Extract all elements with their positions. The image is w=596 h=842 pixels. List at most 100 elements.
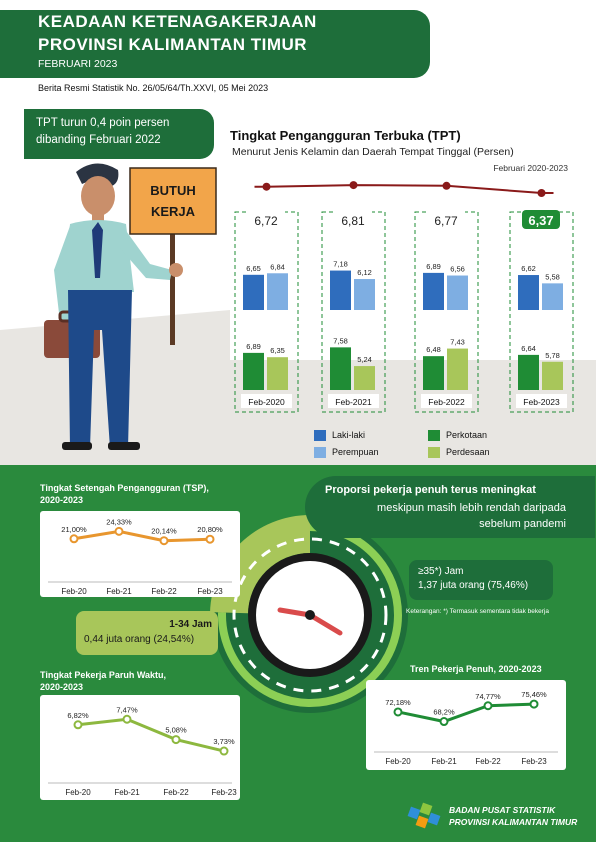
person-right-arm [120, 228, 172, 280]
proportion-banner [305, 476, 595, 538]
bar-value-label: 5,58 [545, 272, 560, 281]
tpt-change-line2: dibanding Februari 2022 [36, 134, 161, 146]
bar-value-label: 6,65 [246, 264, 261, 273]
bar-value-label: 7,43 [450, 338, 465, 347]
bar-value-label: 6,35 [270, 346, 285, 355]
legend-label-female: Perempuan [332, 447, 379, 457]
legend-label-male: Laki-laki [332, 430, 366, 440]
bar-value-label: 6,48 [426, 345, 441, 354]
header-title-line2: PROVINSI KALIMANTAN TIMUR [38, 35, 308, 54]
sign-text-line1: BUTUH [150, 183, 196, 198]
legend-label-rural: Perdesaan [446, 447, 490, 457]
total-trend-point [537, 189, 546, 197]
data-point [439, 717, 449, 727]
category-label: Feb-2022 [428, 397, 465, 407]
legend-swatch-rural [428, 447, 440, 458]
tpt-chart-period: Februari 2020-2023 [493, 163, 568, 173]
bar-value-label: 6,89 [246, 342, 261, 351]
tpt-chart-subtitle: Menurut Jenis Kelamin dan Daerah Tempat … [232, 146, 514, 158]
data-label: 75,46% [521, 690, 547, 699]
x-tick-label: Feb-22 [163, 788, 189, 797]
data-point [122, 714, 132, 724]
bps-logo-blue-block [407, 806, 421, 820]
full-time-chart-title: Tren Pekerja Penuh, 2020-2023 [410, 664, 542, 674]
data-point [529, 699, 539, 709]
bar-value-label: 5,78 [545, 351, 560, 360]
sign-board [129, 167, 217, 235]
header-period: FEBRUARI 2023 [38, 58, 118, 70]
bar-value-label: 6,89 [426, 262, 441, 271]
data-point [219, 746, 229, 756]
data-point [393, 707, 403, 717]
legend-swatch-female [314, 447, 326, 458]
header-banner [0, 10, 430, 78]
x-tick-label: Feb-23 [521, 757, 547, 766]
data-label: 20,14% [151, 527, 177, 536]
total-trend-point [349, 181, 358, 190]
category-label: Feb-2021 [335, 397, 372, 407]
job-seeker-illustration: BUTUH KERJA [0, 163, 230, 460]
footer-org-line1: BADAN PUSAT STATISTIK [449, 805, 556, 815]
part-time-box [76, 611, 218, 655]
tpt-change-banner [24, 109, 214, 159]
legend-swatch-urban [428, 430, 440, 441]
total-trend-point [262, 182, 271, 191]
total-trend-point [442, 181, 451, 190]
clock-hour-hand [277, 607, 313, 618]
part-time-title-line2: 2020-2023 [40, 682, 84, 692]
x-tick-label: Feb-22 [151, 587, 177, 596]
total-label-bg [247, 210, 285, 229]
footnote: Keterangan: *) Termasuk sementara tidak … [406, 608, 549, 615]
total-label: 6,77 [434, 214, 458, 228]
person-right-hand [169, 263, 183, 277]
category-label-bg [241, 394, 292, 408]
tsp-chart-title: Tingkat Setengah Pengangguran (TSP), 202… [40, 482, 209, 506]
part-time-line-chart: 6,82% Feb-20 7,47% Feb-21 5,08% Feb-22 3,73% Fe… [48, 705, 237, 797]
full-time-arc [218, 523, 402, 707]
data-label: 72,18% [385, 698, 411, 707]
bar-value-label: 6,56 [450, 265, 465, 274]
x-tick-label: Feb-22 [475, 757, 501, 766]
x-tick-label: Feb-20 [385, 757, 411, 766]
data-point [483, 701, 493, 711]
data-point [114, 526, 124, 536]
tpt-change-line1: TPT turun 0,4 poin persen [36, 117, 170, 129]
clock-dashed-ring [232, 537, 388, 693]
bar-perempuan [542, 283, 563, 310]
person-right-shoe [108, 442, 140, 450]
tsp-title-line1: Tingkat Setengah Pengangguran (TSP), [40, 483, 209, 493]
total-highlight-box [522, 210, 560, 229]
bar-perkotaan [330, 347, 351, 390]
bps-logo-blue-block-2 [427, 812, 441, 826]
category-label-bg [421, 394, 472, 408]
tsp-line-chart: 21,00% Feb-20 24,33% Feb-21 20,14% Feb-22 20,8… [48, 517, 232, 596]
tpt-bar-chart: 6,72 6,65 6,84 6,89 6,35 Feb-2020 6,81 7,18 6,12… [234, 181, 574, 413]
bar-perempuan [447, 275, 468, 310]
bar-laki-laki [330, 270, 351, 310]
clock-minute-hand [307, 612, 343, 636]
x-tick-label: Feb-20 [65, 788, 91, 797]
full-time-chart-card: 72,18% Feb-20 68,2% Feb-21 74,77% Feb-22 75,46… [366, 680, 566, 770]
brs-reference: Berita Resmi Statistik No. 26/05/64/Th.X… [38, 83, 269, 93]
data-label: 3,73% [213, 737, 235, 746]
bar-perdesaan [542, 361, 563, 390]
bar-value-label: 7,18 [333, 260, 348, 269]
data-label: 5,08% [165, 726, 187, 735]
series-line [397, 702, 535, 724]
data-label: 24,33% [106, 517, 132, 526]
bar-perempuan [267, 273, 288, 310]
category-label-bg [516, 394, 567, 408]
category-label: Feb-2023 [523, 397, 560, 407]
total-label-bg [427, 210, 465, 229]
x-tick-label: Feb-20 [61, 587, 87, 596]
bar-perdesaan [447, 348, 468, 390]
part-time-title-line1: Tingkat Pekerja Paruh Waktu, [40, 670, 167, 680]
bar-perkotaan [243, 352, 264, 390]
x-tick-label: Feb-23 [211, 788, 237, 797]
data-label: 21,00% [61, 525, 87, 534]
data-label: 20,80% [197, 525, 223, 534]
x-tick-label: Feb-23 [197, 587, 223, 596]
part-time-chart-title: Tingkat Pekerja Paruh Waktu, 2020-2023 [40, 669, 166, 693]
bar-perkotaan [423, 356, 444, 390]
